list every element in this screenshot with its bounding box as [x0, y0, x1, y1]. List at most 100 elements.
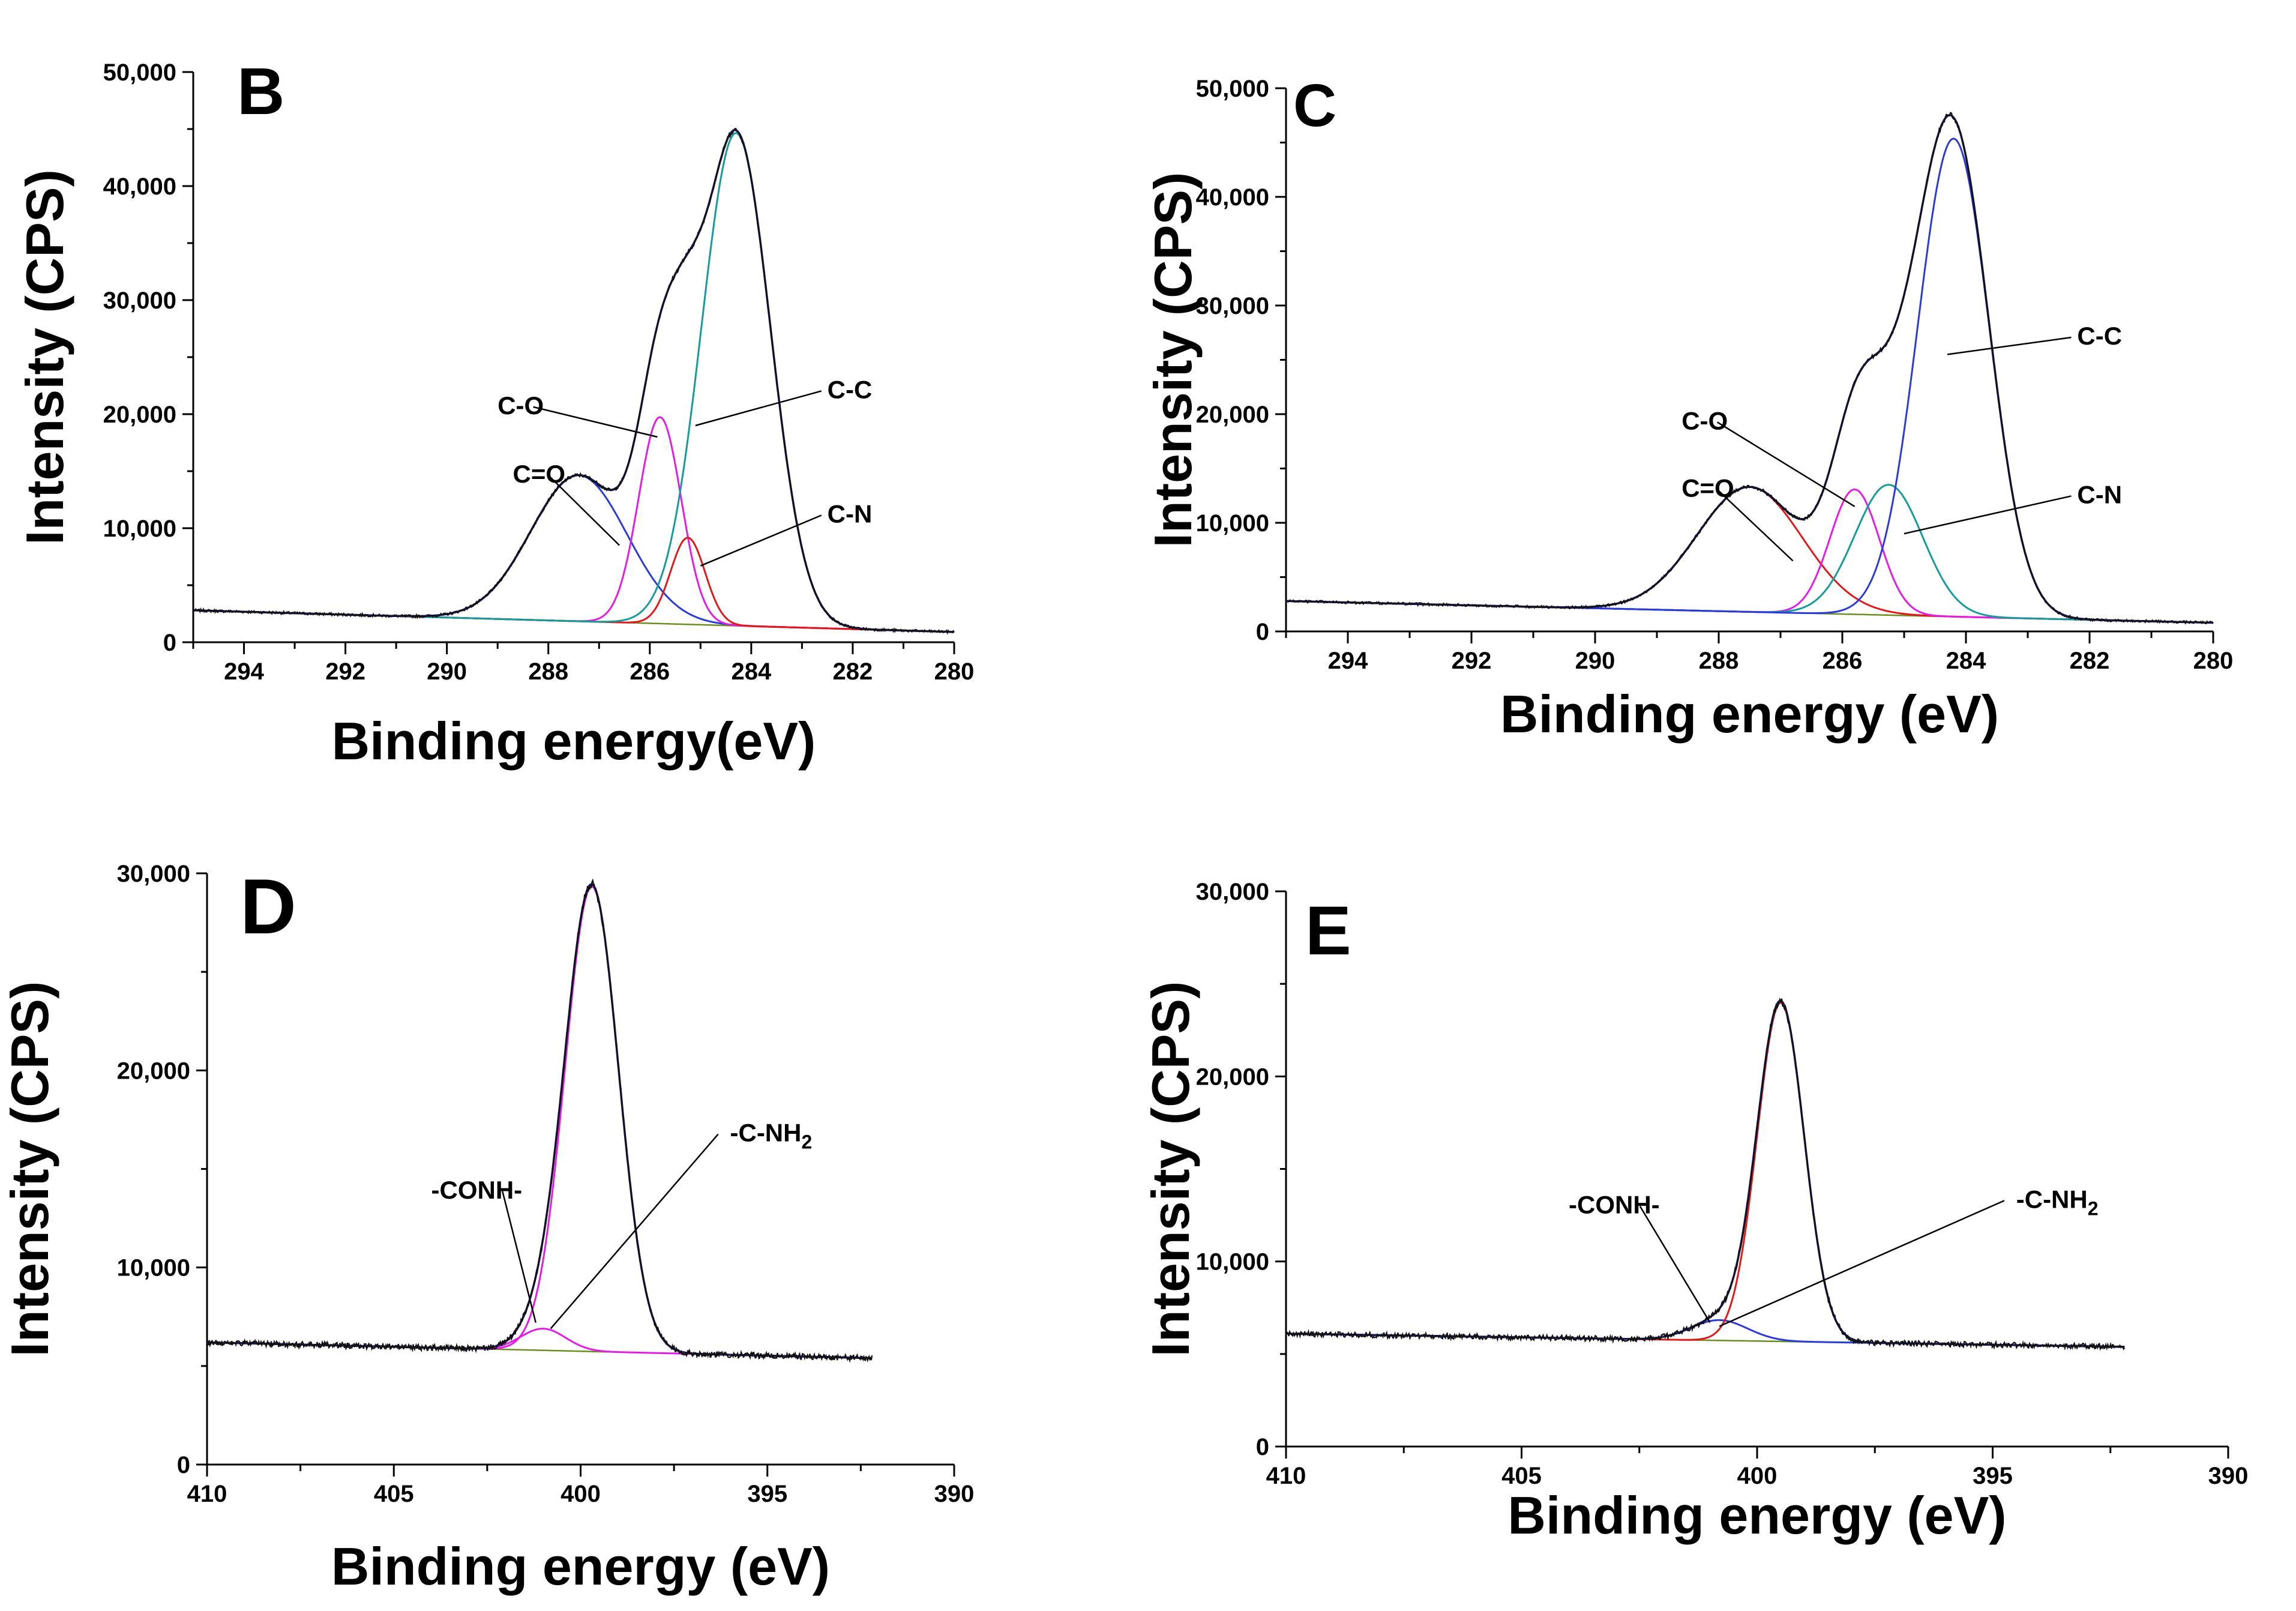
panel-title: E — [1305, 893, 1351, 969]
y-tick-label: 50,000 — [103, 59, 176, 86]
annotation-leader-line — [695, 390, 822, 427]
y-tick-label: 0 — [177, 1452, 190, 1478]
y-tick-label: 30,000 — [117, 861, 190, 887]
y-axis-label: Intensity (CPS) — [15, 169, 74, 545]
component-co — [1285, 488, 2213, 624]
x-tick-label: 288 — [528, 658, 568, 685]
y-tick-label: 20,000 — [1196, 1064, 1269, 1090]
x-tick-label: 395 — [747, 1481, 787, 1507]
component-conh — [206, 1328, 873, 1360]
annotation-label: C-C — [2077, 322, 2122, 350]
annotation-leader-line — [533, 406, 658, 438]
component-co — [1285, 486, 2213, 624]
x-tick-label: 400 — [560, 1481, 601, 1507]
annotation-leader-line — [1904, 495, 2072, 535]
annotation-leader-line — [1639, 1205, 1711, 1323]
y-tick-label: 20,000 — [117, 1058, 190, 1084]
chart-panel-b: B Intensity (CPS) Binding energy(eV) 0 10,00… — [15, 55, 975, 771]
component-conh — [1286, 1319, 2125, 1348]
x-tick-label: 294 — [1328, 648, 1368, 674]
raw-spectrum-line — [206, 878, 873, 1363]
y-tick-label: 30,000 — [103, 288, 176, 314]
raw-spectrum-line — [1285, 112, 2214, 625]
x-tick-label: 282 — [833, 658, 873, 685]
annotation-label: C-C — [828, 375, 873, 403]
y-tick-label: 0 — [1256, 1434, 1269, 1460]
annotation-label: -C-NH2 — [730, 1119, 813, 1153]
x-tick-label: 405 — [1501, 1463, 1542, 1489]
annotation-label: C-O — [497, 391, 544, 420]
y-tick-label: 10,000 — [1196, 1249, 1269, 1275]
x-tick-label: 410 — [187, 1481, 227, 1507]
y-axis-label: Intensity (CPS) — [0, 981, 59, 1357]
x-tick-label: 290 — [1575, 648, 1615, 674]
annotation-leader-line — [1719, 1200, 2005, 1327]
x-tick-label: 284 — [731, 658, 771, 685]
raw-spectrum-line — [1285, 997, 2126, 1351]
x-tick-label: 395 — [1973, 1463, 2013, 1489]
annotation-label: C-N — [2077, 480, 2122, 508]
panel-title: C — [1293, 72, 1336, 139]
x-axis-label: Binding energy (eV) — [1500, 684, 1999, 744]
x-tick-label: 294 — [224, 658, 264, 685]
y-tick-label: 20,000 — [103, 402, 176, 428]
x-tick-label: 292 — [1452, 648, 1492, 674]
y-tick-label: 10,000 — [117, 1255, 190, 1281]
annotation-leader-line — [1716, 489, 1794, 562]
y-tick-label: 0 — [1256, 619, 1269, 645]
component-cnh2 — [1286, 1002, 2125, 1348]
fit-envelope-line — [1285, 114, 2213, 624]
x-tick-label: 280 — [934, 658, 975, 685]
x-tick-label: 290 — [427, 658, 467, 685]
y-tick-label: 30,000 — [1196, 293, 1269, 319]
x-tick-label: 390 — [2208, 1463, 2249, 1489]
y-axis-label: Intensity (CPS) — [1148, 172, 1203, 548]
y-tick-label: 40,000 — [1196, 184, 1269, 211]
annotation-leader-line — [700, 514, 822, 567]
component-co — [193, 474, 954, 633]
x-tick-label: 284 — [1946, 648, 1986, 674]
y-tick-label: 30,000 — [1196, 879, 1269, 905]
annotation-leader-line — [502, 1191, 537, 1323]
component-cc — [1285, 137, 2213, 624]
chart-panel-c: C Intensity (CPS) Binding energy (eV) 0 10,0… — [1148, 72, 2234, 744]
annotation-label: C-N — [828, 500, 873, 528]
component-cn — [1285, 484, 2213, 624]
x-axis-label: Binding energy (eV) — [331, 1537, 830, 1596]
x-tick-label: 280 — [2193, 648, 2234, 674]
annotation-label: -CONH- — [431, 1176, 523, 1204]
y-tick-label: 40,000 — [103, 173, 176, 200]
raw-spectrum-line — [193, 127, 955, 635]
annotation-label: C=O — [513, 460, 566, 488]
panel-title: B — [237, 55, 284, 128]
panel-title: D — [240, 863, 296, 950]
component-cn — [193, 537, 954, 633]
chart-panel-e: E Intensity (CPS) Binding energy (eV) 0 10,0… — [1148, 879, 2249, 1545]
annotation-label: -C-NH2 — [2016, 1185, 2099, 1219]
x-tick-label: 286 — [1823, 648, 1863, 674]
chart-panel-d: D Intensity (CPS) Binding energy (eV) 0 10,0… — [0, 861, 975, 1596]
x-tick-label: 282 — [2070, 648, 2110, 674]
x-tick-label: 292 — [325, 658, 365, 685]
fit-envelope-line — [1286, 999, 2125, 1348]
x-tick-label: 286 — [630, 658, 670, 685]
annotation-leader-line — [548, 475, 620, 546]
x-tick-label: 288 — [1699, 648, 1739, 674]
annotation-leader-line — [550, 1133, 719, 1329]
x-axis-label: Binding energy(eV) — [332, 711, 816, 771]
x-tick-label: 390 — [934, 1481, 975, 1507]
x-axis-label: Binding energy (eV) — [1507, 1486, 2006, 1545]
x-tick-label: 410 — [1266, 1463, 1306, 1489]
y-tick-label: 50,000 — [1196, 76, 1269, 102]
annotation-label: C=O — [1681, 474, 1734, 502]
y-tick-label: 10,000 — [103, 516, 176, 542]
annotation-label: C-O — [1681, 406, 1728, 435]
x-tick-label: 400 — [1737, 1463, 1778, 1489]
y-axis-label: Intensity (CPS) — [1148, 981, 1200, 1357]
y-tick-label: 0 — [163, 630, 176, 656]
y-tick-label: 20,000 — [1196, 402, 1269, 428]
y-tick-label: 10,000 — [1196, 510, 1269, 537]
annotation-label: -CONH- — [1569, 1191, 1660, 1219]
annotation-leader-line — [1716, 421, 1856, 507]
